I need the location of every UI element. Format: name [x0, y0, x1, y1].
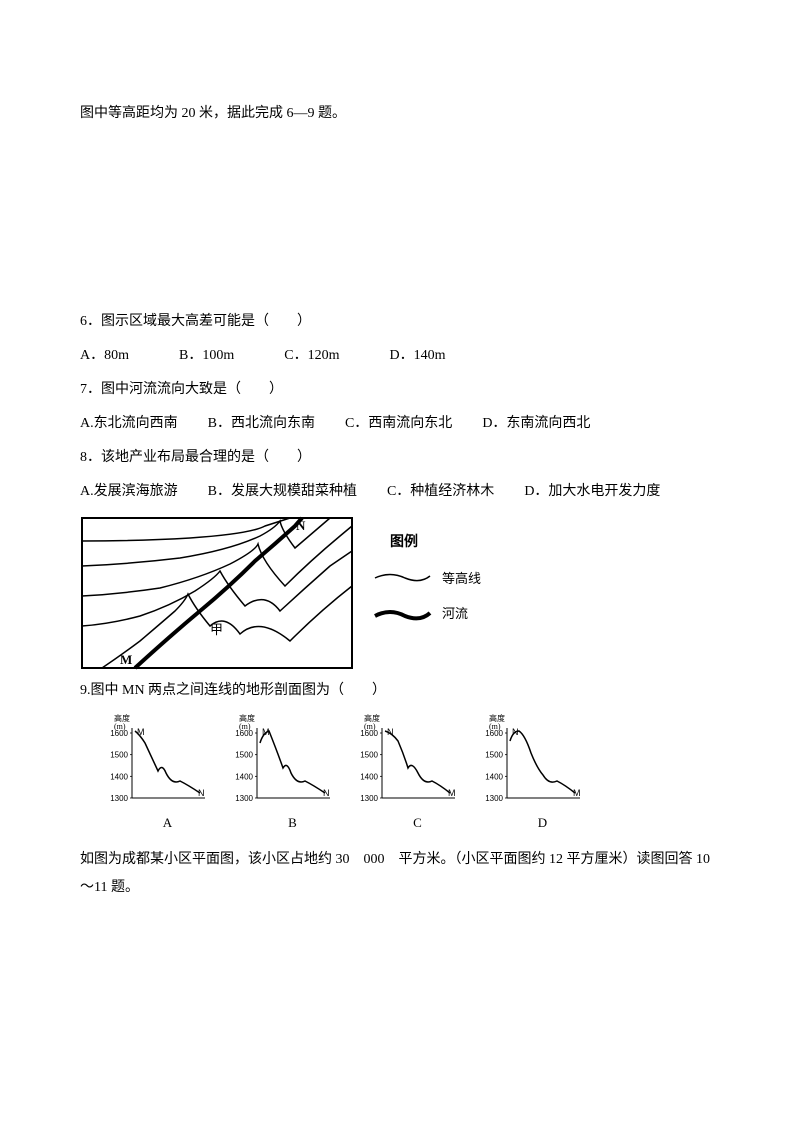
q7-opt-a: A.东北流向西南: [80, 410, 178, 438]
profile-label-b: B: [235, 810, 350, 836]
q7-opt-d: D．东南流向西北: [482, 410, 590, 438]
svg-text:1400: 1400: [360, 772, 378, 781]
svg-text:1500: 1500: [235, 751, 253, 760]
profile-charts: 高度 (m) 1300140015001600 M N A 高度 (m) 130…: [80, 713, 720, 836]
svg-text:1300: 1300: [110, 794, 128, 803]
question-6-options: A．80m B．100m C．120m D．140m: [80, 342, 720, 370]
q8-opt-a: A.发展滨海旅游: [80, 478, 178, 506]
question-7-options: A.东北流向西南 B．西北流向东南 C．西南流向东北 D．东南流向西北: [80, 410, 720, 438]
legend-river: 河流: [442, 606, 468, 621]
profile-label-c: C: [360, 810, 475, 836]
q7-opt-b: B．西北流向东南: [208, 410, 315, 438]
svg-text:1300: 1300: [485, 794, 503, 803]
q7-opt-c: C．西南流向东北: [345, 410, 452, 438]
q6-opt-b: B．100m: [179, 342, 234, 370]
svg-text:1500: 1500: [110, 751, 128, 760]
svg-text:1600: 1600: [110, 729, 128, 738]
question-9: 9.图中 MN 两点之间连线的地形剖面图为（ ）: [80, 677, 720, 705]
svg-text:1400: 1400: [235, 772, 253, 781]
svg-text:1400: 1400: [485, 772, 503, 781]
intro-text: 图中等高距均为 20 米，据此完成 6—9 题。: [80, 100, 720, 128]
legend-contour: 等高线: [442, 571, 481, 586]
svg-text:M: M: [120, 652, 132, 667]
svg-text:1500: 1500: [360, 751, 378, 760]
profile-a: 高度 (m) 1300140015001600 M N A: [110, 713, 225, 836]
profile-b: 高度 (m) 1300140015001600 M N B: [235, 713, 350, 836]
q6-opt-d: D．140m: [389, 342, 445, 370]
q6-opt-a: A．80m: [80, 342, 129, 370]
svg-text:1400: 1400: [110, 772, 128, 781]
question-6: 6．图示区域最大高差可能是（ ）: [80, 308, 720, 336]
profile-c: 高度 (m) 1300140015001600 N M C: [360, 713, 475, 836]
svg-text:1600: 1600: [235, 729, 253, 738]
final-paragraph: 如图为成都某小区平面图，该小区占地约 30 000 平方米。（小区平面图约 12…: [80, 846, 720, 902]
q8-opt-c: C．种植经济林木: [387, 478, 494, 506]
q8-opt-d: D．加大水电开发力度: [524, 478, 660, 506]
map-label-jia: 甲: [210, 622, 223, 637]
profile-label-a: A: [110, 810, 225, 836]
legend-title: 图例: [390, 533, 418, 550]
svg-text:1600: 1600: [360, 729, 378, 738]
contour-map: 甲 M N 图例 等高线 河流: [80, 516, 720, 671]
svg-text:1300: 1300: [235, 794, 253, 803]
q8-opt-b: B．发展大规模甜菜种植: [208, 478, 357, 506]
q6-opt-c: C．120m: [284, 342, 339, 370]
svg-text:1600: 1600: [485, 729, 503, 738]
svg-text:1500: 1500: [485, 751, 503, 760]
svg-text:M: M: [137, 727, 145, 737]
svg-text:1300: 1300: [360, 794, 378, 803]
profile-d: 高度 (m) 1300140015001600 N M D: [485, 713, 600, 836]
question-8-options: A.发展滨海旅游 B．发展大规模甜菜种植 C．种植经济林木 D．加大水电开发力度: [80, 478, 720, 506]
profile-label-d: D: [485, 810, 600, 836]
svg-text:N: N: [296, 518, 306, 533]
question-8: 8．该地产业布局最合理的是（ ）: [80, 444, 720, 472]
question-7: 7．图中河流流向大致是（ ）: [80, 376, 720, 404]
